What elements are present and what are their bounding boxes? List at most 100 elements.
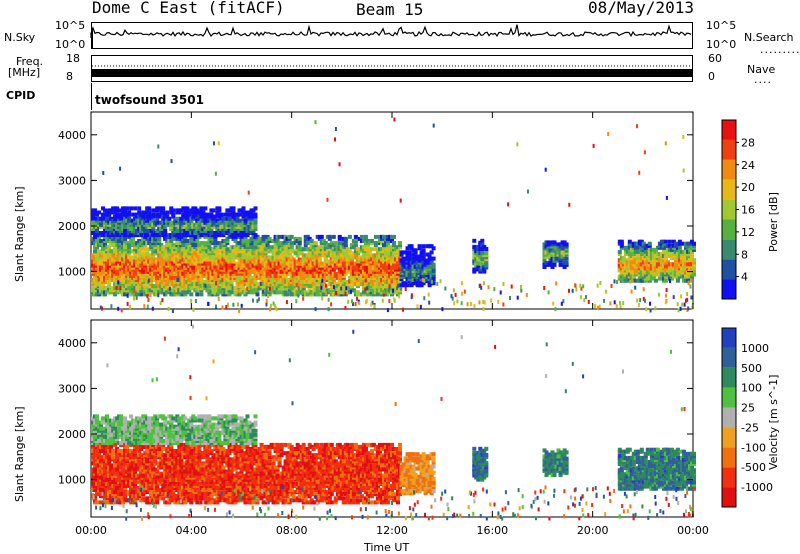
power-cell [285, 292, 290, 297]
power-cell [183, 286, 188, 291]
power-cell [398, 241, 402, 246]
power-cell [357, 249, 362, 254]
power-cell [550, 265, 555, 269]
power-cell [301, 275, 306, 280]
power-ground-scatter [478, 300, 481, 305]
power-cell [315, 265, 320, 270]
power-cell [341, 273, 346, 278]
power-cell [221, 233, 226, 238]
power-cell [103, 257, 107, 262]
power-cell [185, 239, 190, 243]
power-cell [225, 231, 230, 235]
power-cell [195, 210, 200, 215]
power-ground-scatter [619, 304, 622, 309]
power-cell [562, 265, 567, 269]
power-cell [315, 273, 320, 278]
power-cell [235, 280, 240, 284]
power-ground-scatter [690, 295, 693, 300]
power-ground-scatter [98, 277, 100, 282]
power-ground-scatter [502, 302, 505, 307]
velocity-cell [101, 500, 105, 505]
power-cell [692, 247, 696, 252]
power-cell [665, 260, 670, 265]
power-cell [345, 247, 350, 252]
power-cell [237, 253, 242, 258]
power-cell [677, 239, 682, 244]
power-cell [345, 265, 350, 270]
power-cell [139, 229, 144, 233]
power-cell [380, 292, 384, 297]
velocity-cell [135, 473, 140, 478]
power-ground-scatter [370, 302, 373, 307]
power-cell [297, 241, 302, 246]
power-cell [201, 210, 206, 215]
power-cell [195, 220, 200, 225]
power-ground-scatter [620, 278, 623, 282]
velocity-cell [119, 465, 124, 470]
power-cell [675, 278, 680, 283]
power-cell [225, 269, 230, 274]
power-cell [692, 243, 696, 248]
power-cell [235, 220, 240, 225]
power-ground-scatter [636, 298, 639, 303]
power-cell [91, 231, 95, 235]
power-ground-scatter [681, 302, 683, 307]
power-cell [305, 241, 310, 246]
power-cell [111, 261, 116, 266]
power-cell [191, 286, 196, 291]
power-cell [123, 236, 128, 241]
power-cell [123, 210, 128, 215]
power-cell [353, 243, 358, 248]
power-ground-scatter [431, 279, 433, 284]
power-cell [213, 239, 218, 243]
power-ground-scatter [318, 286, 321, 290]
power-sparse-echo [682, 168, 685, 173]
power-cell [139, 216, 144, 221]
power-ground-scatter [285, 300, 288, 305]
power-sparse-echo [217, 141, 220, 146]
power-cell [225, 212, 230, 217]
power-cell [225, 282, 230, 287]
power-cell [327, 288, 332, 293]
power-cell [692, 272, 696, 277]
power-cell [283, 282, 288, 287]
power-ground-scatter [497, 299, 500, 304]
power-cell [155, 292, 160, 297]
velocity-cell [103, 444, 107, 449]
power-cell [484, 259, 489, 264]
power-cell [349, 286, 354, 291]
power-ground-scatter [115, 285, 118, 290]
power-sparse-echo [338, 162, 341, 167]
power-ground-scatter [129, 305, 131, 310]
power-cell [173, 245, 178, 250]
power-cell [99, 241, 103, 246]
power-ground-scatter [133, 296, 136, 301]
power-cell [253, 286, 258, 291]
power-cell [155, 273, 160, 278]
power-cell [253, 233, 258, 238]
power-cell [405, 264, 410, 269]
power-cell [629, 254, 634, 258]
power-ground-scatter [390, 279, 393, 284]
power-ground-scatter [204, 283, 207, 288]
power-cell [231, 263, 236, 268]
power-cell [386, 239, 390, 243]
power-cell [105, 210, 109, 215]
power-cell [135, 224, 140, 229]
power-cell [245, 233, 250, 238]
power-cell [165, 273, 170, 278]
power-ground-scatter [482, 299, 485, 304]
power-ground-scatter [453, 301, 456, 306]
power-cell [390, 292, 394, 297]
power-sparse-echo [119, 166, 122, 171]
power-cell [359, 234, 364, 239]
power-ground-scatter [340, 286, 343, 291]
power-cell [107, 284, 112, 289]
power-cell [213, 288, 218, 293]
power-cell [405, 277, 410, 282]
power-cell [345, 249, 350, 254]
power-cell [375, 253, 380, 258]
power-cell [357, 263, 362, 268]
power-cell [431, 262, 436, 267]
velocity-cell [103, 469, 107, 474]
